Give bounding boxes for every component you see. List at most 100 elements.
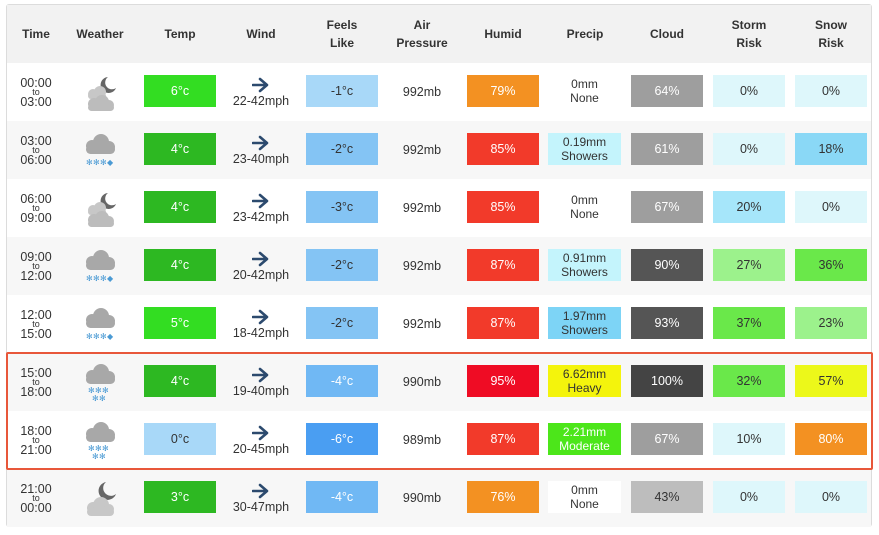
wind-cell: 22-42mph: [222, 63, 300, 121]
pressure-cell: 992mb: [402, 85, 442, 99]
precip-amount: 0mm: [571, 193, 598, 207]
feels-like-cell: -2°c: [306, 133, 378, 165]
temp-cell: 4°c: [144, 191, 216, 223]
svg-text:◆: ◆: [107, 158, 114, 167]
table-row: 03:00 to 06:00 ✻ ✻ ✻ ◆ 4°c 23-40mph -2°c 992mb 85% 0…: [7, 121, 871, 179]
wind-cell: 23-42mph: [222, 179, 300, 237]
storm-risk-cell: 27%: [713, 249, 785, 281]
header-storm-label-1: Storm: [731, 18, 767, 32]
humid-cell: 85%: [467, 133, 539, 165]
precip-amount: 0mm: [571, 483, 598, 497]
precip-type: None: [570, 91, 599, 105]
header-storm-risk: Storm Risk: [712, 5, 786, 63]
header-wind-label: Wind: [246, 27, 276, 41]
time-separator: to: [32, 144, 40, 155]
precip-type: Showers: [561, 265, 608, 279]
header-snow-risk: Snow Risk: [794, 5, 868, 63]
time-from: 00:00: [20, 75, 52, 90]
precip-type: Showers: [561, 149, 608, 163]
time-cell: 15:00 to 18:00: [7, 353, 65, 411]
header-humid-label: Humid: [484, 27, 522, 41]
temp-cell: 4°c: [144, 133, 216, 165]
humid-cell: 87%: [467, 307, 539, 339]
time-cell: 09:00 to 12:00: [7, 237, 65, 295]
west-wind-arrow-icon: [252, 77, 270, 93]
time-cell: 03:00 to 06:00: [7, 121, 65, 179]
pressure-cell: 989mb: [402, 433, 442, 447]
humid-cell: 85%: [467, 191, 539, 223]
header-humid: Humid: [467, 5, 539, 63]
precip-cell: 0mm None: [548, 191, 621, 223]
svg-text:✻: ✻: [102, 444, 109, 453]
pressure-cell: 992mb: [402, 143, 442, 157]
time-separator: to: [32, 260, 40, 271]
west-wind-arrow-icon: [252, 135, 270, 151]
precip-type: Showers: [561, 323, 608, 337]
wind-speed: 19-40mph: [232, 383, 290, 398]
wind-speed: 23-42mph: [232, 209, 290, 224]
temp-cell: 6°c: [144, 75, 216, 107]
wind-cell: 20-45mph: [222, 411, 300, 469]
time-separator: to: [32, 376, 40, 387]
snow-risk-cell: 0%: [795, 191, 867, 223]
time-from: 03:00: [20, 133, 52, 148]
svg-text:◆: ◆: [107, 332, 114, 341]
header-precip: Precip: [548, 5, 622, 63]
storm-risk-cell: 0%: [713, 481, 785, 513]
header-temp: Temp: [140, 5, 220, 63]
feels-like-cell: -1°c: [306, 75, 378, 107]
cloud-cell: 67%: [631, 423, 703, 455]
time-until: 15:00: [20, 326, 52, 341]
pressure-cell: 992mb: [402, 317, 442, 331]
temp-cell: 4°c: [144, 249, 216, 281]
header-precip-label: Precip: [566, 27, 604, 41]
time-until: 00:00: [20, 500, 52, 515]
snow-risk-cell: 18%: [795, 133, 867, 165]
west-wind-arrow-icon: [252, 367, 270, 383]
time-separator: to: [32, 202, 40, 213]
heavy-snow-cloud-icon: ✻ ✻ ✻ ✻ ✻: [79, 363, 121, 403]
storm-risk-cell: 0%: [713, 75, 785, 107]
wind-cell: 18-42mph: [222, 295, 300, 353]
snow-risk-cell: 0%: [795, 481, 867, 513]
svg-text:✻: ✻: [88, 386, 95, 395]
storm-risk-cell: 37%: [713, 307, 785, 339]
table-row: 06:00 to 09:00 4°c 23-42mph -3°c 992mb 85% 0mm No…: [7, 179, 871, 237]
west-wind-arrow-icon: [252, 251, 270, 267]
svg-text:✻: ✻: [100, 274, 107, 283]
table-row: 12:00 to 15:00 ✻ ✻ ✻ ◆ 5°c 18-42mph -2°c 992mb 87% 1…: [7, 295, 871, 353]
time-cell: 21:00 to 00:00: [7, 469, 65, 527]
svg-text:✻: ✻: [99, 394, 106, 403]
header-cloud-label: Cloud: [650, 27, 684, 41]
west-wind-arrow-icon: [252, 425, 270, 441]
storm-risk-cell: 32%: [713, 365, 785, 397]
feels-like-cell: -6°c: [306, 423, 378, 455]
time-from: 15:00: [20, 365, 52, 380]
svg-text:✻: ✻: [100, 158, 107, 167]
time-until: 09:00: [20, 210, 52, 225]
wind-speed: 30-47mph: [232, 499, 290, 514]
temp-cell: 4°c: [144, 365, 216, 397]
svg-text:✻: ✻: [95, 444, 102, 453]
precip-amount: 0mm: [571, 77, 598, 91]
svg-text:✻: ✻: [92, 394, 99, 403]
precip-cell: 2.21mm Moderate: [548, 423, 621, 455]
storm-risk-cell: 0%: [713, 133, 785, 165]
wind-speed: 23-40mph: [232, 151, 290, 166]
wind-speed: 20-45mph: [232, 441, 290, 456]
time-cell: 18:00 to 21:00: [7, 411, 65, 469]
header-storm-label-2: Risk: [736, 36, 762, 50]
wind-cell: 23-40mph: [222, 121, 300, 179]
svg-text:◆: ◆: [107, 274, 114, 283]
svg-text:✻: ✻: [93, 332, 100, 341]
header-temp-label: Temp: [164, 27, 196, 41]
svg-text:✻: ✻: [93, 158, 100, 167]
wind-cell: 20-42mph: [222, 237, 300, 295]
partly-cloudy-night-icon: [79, 189, 121, 229]
wind-speed: 20-42mph: [232, 267, 290, 282]
precip-type: Heavy: [567, 381, 602, 395]
header-time-label: Time: [22, 27, 50, 41]
feels-like-cell: -2°c: [306, 249, 378, 281]
humid-cell: 79%: [467, 75, 539, 107]
table-header: Time Weather Temp Wind Feels Like Air Pres…: [7, 5, 871, 63]
